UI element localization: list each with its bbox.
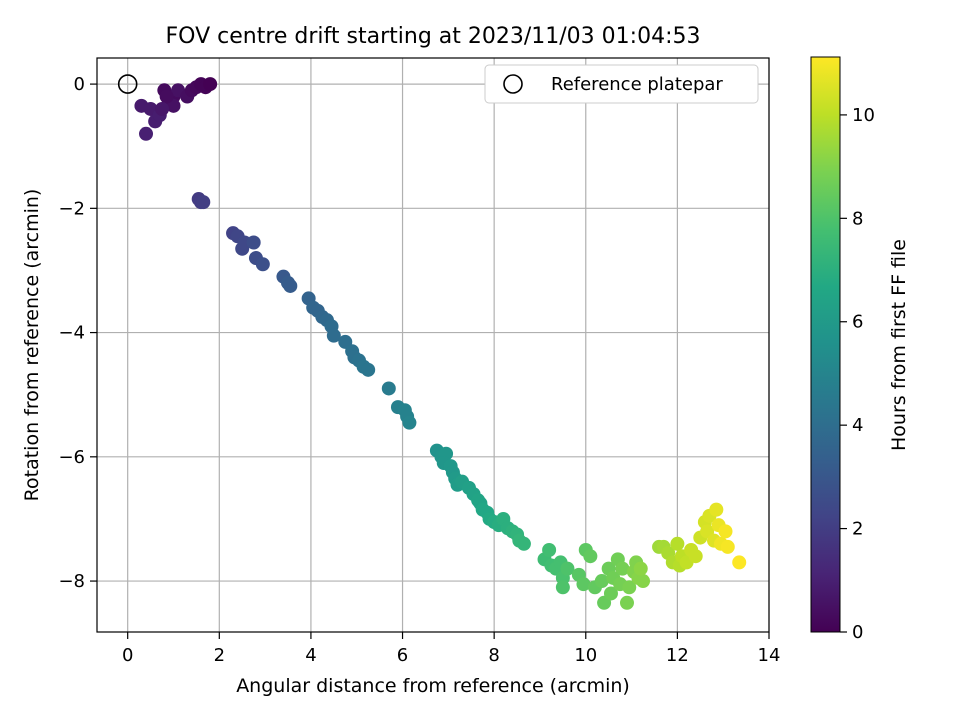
scatter-point <box>583 549 598 564</box>
scatter-point <box>402 415 417 430</box>
scatter-point <box>709 502 724 517</box>
reference-marker <box>117 74 138 94</box>
chart-title: FOV centre drift starting at 2023/11/03 … <box>166 24 701 49</box>
scatter-point <box>555 580 570 595</box>
scatter-point <box>718 524 733 539</box>
x-tick-label: 4 <box>305 645 316 666</box>
x-tick-label: 0 <box>122 645 133 666</box>
colorbar-tick-label: 6 <box>852 312 863 333</box>
colorbar-tick-label: 10 <box>852 105 875 126</box>
scatter-point <box>381 381 396 396</box>
data-points <box>134 77 747 610</box>
scatter-point <box>203 77 218 92</box>
legend: Reference platepar <box>484 64 759 104</box>
scatter-point <box>155 101 170 116</box>
scatter-point <box>361 362 376 377</box>
colorbar-ticks: 0 2 4 6 8 10 <box>840 105 875 643</box>
x-tick-label: 14 <box>758 645 781 666</box>
x-tick-label: 12 <box>666 645 689 666</box>
scatter-point <box>732 555 747 570</box>
scatter-point <box>326 328 341 343</box>
scatter-point <box>633 561 648 576</box>
y-tick-label: −8 <box>58 571 85 592</box>
colorbar-tick-label: 2 <box>852 519 863 540</box>
colorbar-tick-label: 4 <box>852 415 863 436</box>
scatter-point <box>542 543 557 557</box>
scatter-point <box>516 536 531 551</box>
legend-label: Reference platepar <box>551 74 723 95</box>
scatter-point <box>636 574 651 589</box>
colorbar: 0 2 4 6 8 10 Hours from first FF file <box>810 56 910 643</box>
scatter-point <box>255 257 270 272</box>
scatter-point <box>576 577 591 592</box>
scatter-point <box>603 586 618 601</box>
scatter-point <box>196 195 211 210</box>
scatter-point <box>720 539 735 554</box>
scatter-point <box>283 278 298 293</box>
colorbar-label: Hours from first FF file <box>888 239 910 451</box>
y-tick-label: −4 <box>58 323 85 344</box>
scatter-point <box>622 580 637 595</box>
colorbar-tick-label: 0 <box>852 622 863 643</box>
scatter-point <box>615 561 630 576</box>
legend-marker <box>503 74 523 94</box>
x-tick-label: 10 <box>574 645 597 666</box>
y-tick-label: −2 <box>58 198 85 219</box>
scatter-point <box>246 235 261 250</box>
legend-box <box>484 64 759 104</box>
x-axis-ticks: 0 2 4 6 8 10 12 14 <box>122 632 780 666</box>
x-tick-label: 2 <box>214 645 225 666</box>
colorbar-tick-label: 8 <box>852 208 863 229</box>
x-axis-label: Angular distance from reference (arcmin) <box>236 675 630 697</box>
x-tick-label: 6 <box>397 645 408 666</box>
y-tick-label: 0 <box>74 74 85 95</box>
colorbar-gradient <box>810 56 841 633</box>
scatter-point <box>139 126 154 141</box>
scatter-point <box>560 561 575 576</box>
plot-frame <box>96 57 770 633</box>
y-tick-label: −6 <box>58 447 85 468</box>
y-axis-label: Rotation from reference (arcmin) <box>21 189 43 502</box>
scatter-point <box>688 549 703 564</box>
scatter-point <box>670 536 685 551</box>
scatter-point <box>159 89 174 104</box>
scatter-point <box>619 595 634 610</box>
x-tick-label: 8 <box>488 645 499 666</box>
y-axis-ticks: 0 −2 −4 −6 −8 <box>58 74 97 592</box>
scatter-point <box>594 574 609 589</box>
